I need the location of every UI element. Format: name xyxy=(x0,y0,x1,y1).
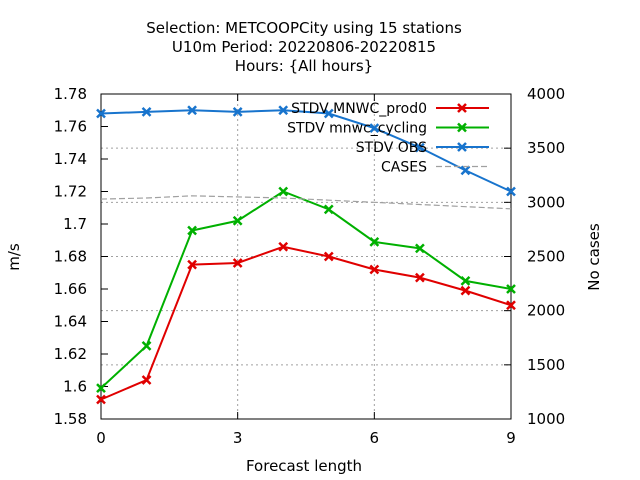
data-point xyxy=(232,215,243,226)
series-line xyxy=(100,245,512,401)
title-line: U10m Period: 20220806-20220815 xyxy=(172,38,436,56)
data-point xyxy=(415,142,425,153)
data-point xyxy=(232,106,243,117)
y-axis-label: m/s xyxy=(5,243,23,271)
y-tick-label: 1.68 xyxy=(54,248,87,266)
series-line xyxy=(100,109,512,193)
y-tick-label: 1.66 xyxy=(54,280,87,298)
y2-tick-label: 2500 xyxy=(527,248,565,266)
title-line: Selection: METCOOPCity using 15 stations xyxy=(146,19,462,37)
data-point xyxy=(232,258,243,268)
chart-title: Selection: METCOOPCity using 15 stations… xyxy=(146,19,462,75)
series-1 xyxy=(96,186,516,394)
legend-marker xyxy=(457,142,467,152)
series-line xyxy=(100,190,512,389)
data-point xyxy=(96,394,106,405)
y-tick-label: 1.78 xyxy=(54,85,87,103)
y-tick-label: 1.58 xyxy=(54,410,87,428)
data-point xyxy=(415,272,425,283)
data-point xyxy=(141,375,152,385)
data-point xyxy=(506,284,516,294)
y2-tick-label: 1500 xyxy=(527,356,565,374)
x-tick-label: 9 xyxy=(506,429,516,447)
title-line: Hours: {All hours} xyxy=(235,57,373,75)
y-tick-label: 1.7 xyxy=(63,215,87,233)
y2-tick-label: 4000 xyxy=(527,85,565,103)
data-point xyxy=(96,108,106,119)
y-tick-label: 1.72 xyxy=(54,183,87,201)
y2-tick-label: 2000 xyxy=(527,302,565,320)
data-point xyxy=(506,186,516,197)
data-point xyxy=(323,251,334,262)
legend-label: CASES xyxy=(381,160,427,176)
data-point xyxy=(323,108,334,119)
y-tick-label: 1.64 xyxy=(54,313,87,331)
data-point xyxy=(141,340,152,351)
x-tick-label: 3 xyxy=(233,429,243,447)
data-point xyxy=(278,186,289,197)
legend: STDV MNWC_prod0 STDV mnwc_cycling STDV OBS… xyxy=(287,101,489,176)
data-point xyxy=(369,236,380,247)
data-point xyxy=(96,383,106,394)
y-tick-label: 1.74 xyxy=(54,150,87,168)
data-point xyxy=(369,264,380,275)
data-point xyxy=(460,275,471,286)
data-point xyxy=(460,285,471,296)
series-line xyxy=(100,195,512,210)
y2-tick-label: 3500 xyxy=(527,139,565,157)
series-0 xyxy=(96,241,516,405)
legend-marker xyxy=(457,122,467,133)
data-point xyxy=(141,106,152,117)
data-point xyxy=(415,243,425,254)
y-tick-label: 1.76 xyxy=(54,118,87,136)
grid xyxy=(101,94,511,419)
y2-axis-label: No cases xyxy=(585,223,603,291)
series-layer xyxy=(96,105,516,405)
legend-label: STDV OBS xyxy=(356,140,427,156)
x-axis-label: Forecast length xyxy=(246,457,362,475)
y-tick-label: 1.62 xyxy=(54,345,87,363)
x-tick-label: 0 xyxy=(96,429,106,447)
data-point xyxy=(369,123,380,134)
series-3 xyxy=(100,195,512,210)
series-2 xyxy=(96,105,516,197)
x-tick-label: 6 xyxy=(370,429,380,447)
data-point xyxy=(187,225,197,236)
data-point xyxy=(460,165,471,176)
y2-tick-label: 3000 xyxy=(527,193,565,211)
data-point xyxy=(278,241,289,252)
data-point xyxy=(187,105,197,116)
y-tick-label: 1.6 xyxy=(63,378,87,396)
data-point xyxy=(506,300,516,311)
data-point xyxy=(323,204,334,215)
legend-label: STDV mnwc_cycling xyxy=(287,121,427,137)
legend-label: STDV MNWC_prod0 xyxy=(291,101,427,117)
y2-tick-label: 1000 xyxy=(527,410,565,428)
axis-ticks: 1.58 1.6 1.62 1.64 1.66 1.68 1.7 1.72 1.74 1.76 1.… xyxy=(54,85,566,447)
data-point xyxy=(187,259,197,270)
data-point xyxy=(278,105,289,116)
legend-marker xyxy=(457,103,467,113)
